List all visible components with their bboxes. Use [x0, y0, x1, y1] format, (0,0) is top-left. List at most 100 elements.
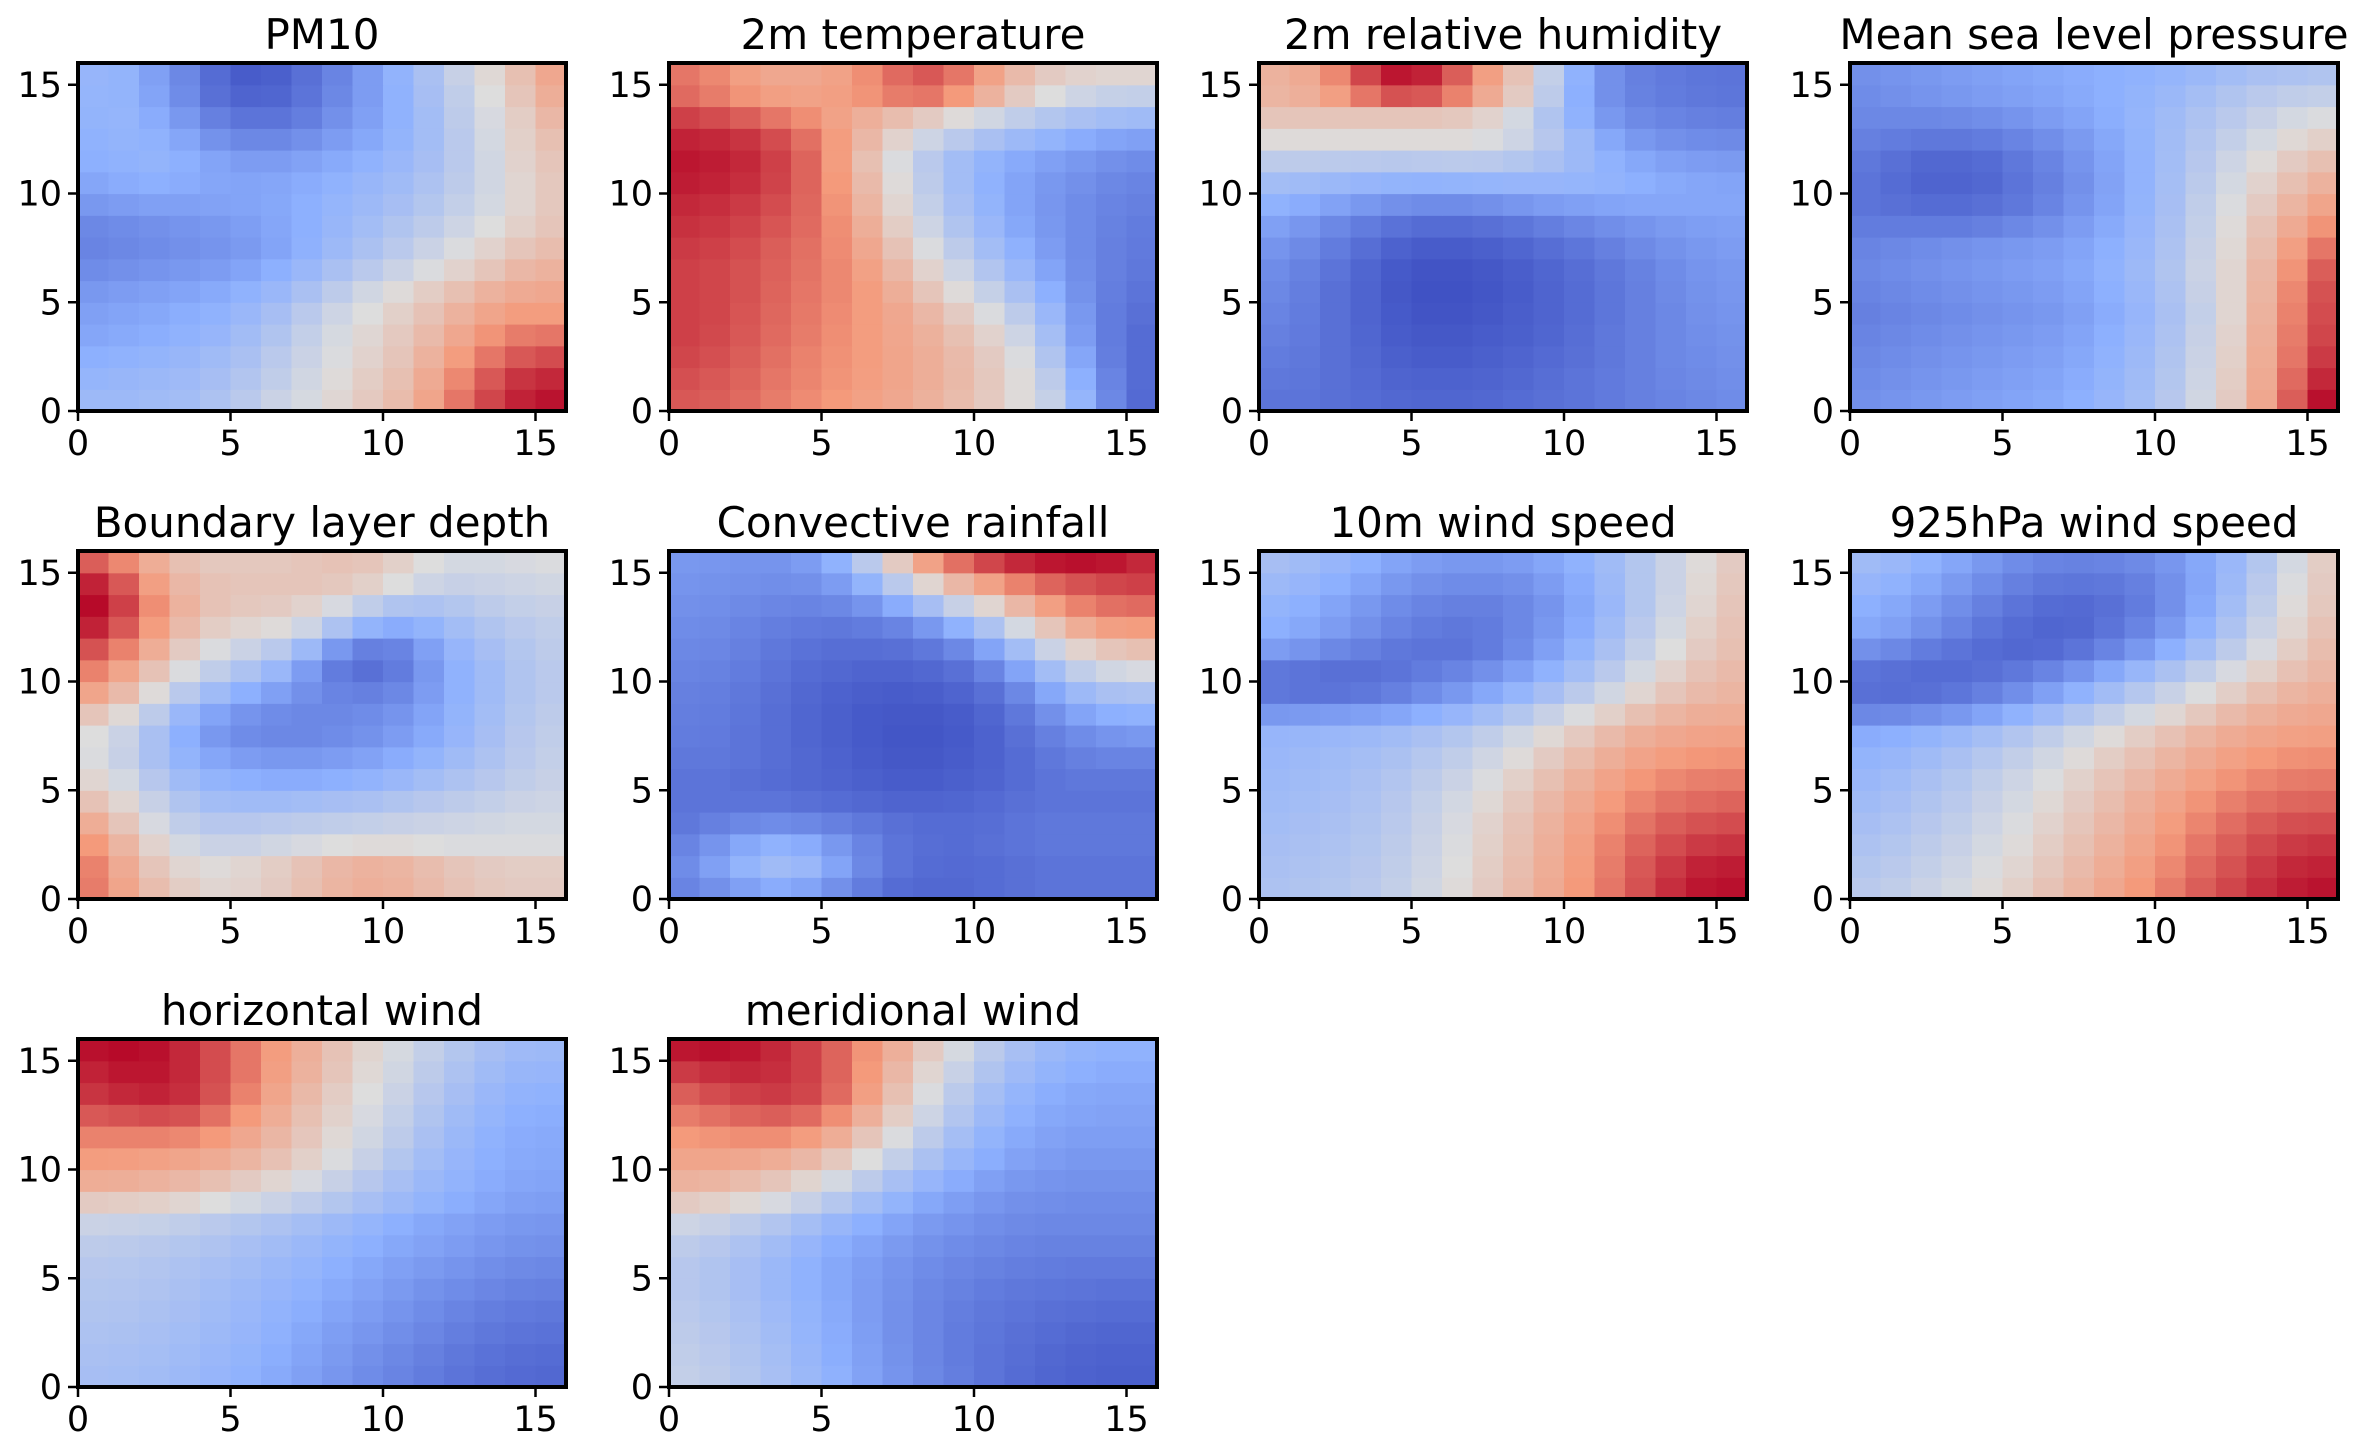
heatmap-cell [699, 1104, 731, 1127]
heatmap-cell [669, 616, 701, 639]
heatmap-cell [2063, 703, 2095, 726]
heatmap-cell [535, 1147, 567, 1171]
heatmap-cell [1381, 768, 1413, 791]
heatmap-cell [352, 150, 384, 173]
heatmap-cell [913, 1256, 945, 1279]
heatmap-cell [1564, 302, 1596, 325]
heatmap-cell [505, 551, 537, 574]
heatmap-cell [2124, 106, 2156, 129]
heatmap-cell [1381, 258, 1413, 282]
heatmap-cell [2124, 63, 2156, 86]
heatmap-cell [383, 768, 415, 791]
heatmap-cell [2094, 855, 2126, 878]
heatmap-cell [1442, 638, 1474, 661]
heatmap-cell [1096, 855, 1128, 878]
heatmap-cell [352, 258, 384, 282]
heatmap-cell [699, 84, 731, 108]
heatmap-cell [78, 1060, 110, 1084]
heatmap-cell [1594, 128, 1626, 151]
heatmap-cell [2216, 833, 2248, 857]
heatmap-cell [699, 193, 731, 216]
heatmap-cell [1655, 638, 1687, 661]
heatmap-cell [1655, 128, 1687, 151]
heatmap-cell [1716, 389, 1748, 412]
heatmap-cell [261, 812, 293, 835]
heatmap-cell [444, 367, 476, 390]
heatmap-cell [1911, 280, 1943, 303]
heatmap-cell [230, 1082, 262, 1105]
heatmap-cell [821, 1256, 853, 1279]
y-tick-label: 10 [608, 175, 653, 215]
heatmap-cell [2307, 237, 2339, 260]
heatmap-cell [2155, 237, 2187, 260]
heatmap-cell [1126, 1060, 1158, 1084]
heatmap-cell [1941, 616, 1973, 639]
heatmap-cell [1411, 302, 1443, 325]
heatmap-cell [1533, 877, 1565, 900]
heatmap-cell [474, 746, 506, 770]
x-tick-label: 0 [67, 1400, 89, 1440]
heatmap-cell [791, 128, 823, 151]
heatmap-cell [535, 106, 567, 129]
heatmap-cell [413, 768, 445, 791]
heatmap-cell [913, 1147, 945, 1171]
heatmap-cell [1004, 572, 1036, 596]
x-tick-label: 15 [1104, 912, 1149, 952]
heatmap-cell [2033, 171, 2065, 195]
heatmap-cell [882, 1343, 914, 1366]
heatmap-cell [1625, 659, 1657, 683]
heatmap-cell [474, 1082, 506, 1105]
heatmap-cell [1594, 215, 1626, 238]
heatmap-cell [139, 302, 171, 325]
heatmap-cell [505, 63, 537, 86]
heatmap-cell [230, 768, 262, 791]
heatmap-cell [943, 63, 975, 86]
heatmap-cell [2307, 551, 2339, 574]
heatmap-cell [108, 1126, 140, 1149]
heatmap-cell [1503, 389, 1535, 412]
heatmap-cell [1533, 193, 1565, 216]
heatmap-cell [852, 551, 884, 574]
heatmap-cell [669, 84, 701, 108]
heatmap-cell [2002, 128, 2034, 151]
heatmap-cell [2307, 746, 2339, 770]
heatmap-cell [1655, 324, 1687, 347]
heatmap-cell [1065, 790, 1097, 813]
heatmap-cell [882, 1365, 914, 1388]
heatmap-cell [383, 551, 415, 574]
heatmap-cell [108, 128, 140, 151]
heatmap-cell [291, 833, 323, 857]
heatmap-cell [1035, 1039, 1067, 1062]
heatmap-cell [78, 1126, 110, 1149]
heatmap-cell [444, 1039, 476, 1062]
heatmap-cell [444, 1147, 476, 1171]
heatmap-cell [1065, 746, 1097, 770]
heatmap-cell [1350, 551, 1382, 574]
heatmap-cell [1716, 616, 1748, 639]
heatmap-cell [352, 1343, 384, 1366]
heatmap-cell [1880, 594, 1912, 617]
heatmap-cell [974, 746, 1006, 770]
heatmap-cell [1004, 1147, 1036, 1171]
heatmap-cell [1320, 594, 1352, 617]
heatmap-cell [1126, 1191, 1158, 1214]
heatmap-cell [1096, 1104, 1128, 1127]
heatmap-cell [444, 63, 476, 86]
heatmap-cell [1289, 171, 1321, 195]
heatmap-cell [913, 324, 945, 347]
heatmap-cell [352, 1147, 384, 1171]
heatmap-cell [2033, 572, 2065, 596]
heatmap-cell [413, 855, 445, 878]
heatmap-cell [1126, 1234, 1158, 1258]
heatmap-cell [139, 746, 171, 770]
heatmap-cell [1096, 681, 1128, 704]
heatmap-cell [413, 594, 445, 617]
heatmap-cell [383, 237, 415, 260]
heatmap-cells [1850, 551, 2339, 900]
heatmap-cell [852, 171, 884, 195]
heatmap-cell [2277, 193, 2309, 216]
heatmap-cell [2307, 106, 2339, 129]
heatmap-cell [882, 703, 914, 726]
heatmap-cell [1850, 572, 1882, 596]
heatmap-cell [352, 1039, 384, 1062]
